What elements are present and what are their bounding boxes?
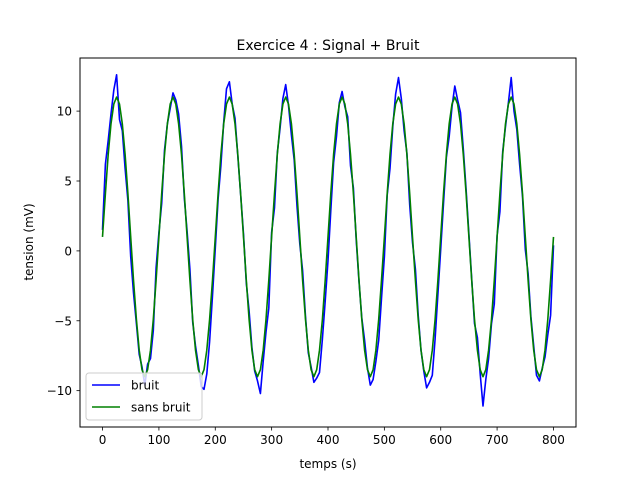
- plot-area: [101, 74, 555, 407]
- chart-title: Exercice 4 : Signal + Bruit: [237, 38, 420, 54]
- x-tick-label: 0: [99, 433, 107, 447]
- y-tick-label: −5: [54, 314, 72, 328]
- series-line-sans-bruit: [101, 96, 555, 378]
- y-axis: −10 −5 0 5 10: [47, 105, 80, 398]
- series-line-bruit: [101, 74, 555, 407]
- legend: bruit sans bruit: [85, 372, 203, 421]
- y-tick-label: 10: [57, 105, 72, 119]
- x-tick-label: 300: [260, 433, 283, 447]
- y-tick-label: 0: [64, 244, 72, 258]
- x-tick-label: 500: [373, 433, 396, 447]
- x-tick-label: 200: [204, 433, 227, 447]
- x-tick-label: 400: [317, 433, 340, 447]
- legend-label-bruit: bruit: [131, 379, 159, 393]
- x-tick-label: 600: [429, 433, 452, 447]
- x-tick-label: 100: [147, 433, 170, 447]
- x-tick-label: 700: [486, 433, 509, 447]
- x-axis: 0 100 200 300 400 500 600 700 800: [99, 427, 565, 447]
- legend-label-sans-bruit: sans bruit: [131, 401, 191, 415]
- y-tick-label: −10: [47, 384, 72, 398]
- y-axis-label: tension (mV): [22, 203, 36, 280]
- x-tick-label: 800: [542, 433, 565, 447]
- y-tick-label: 5: [64, 175, 72, 189]
- x-axis-label: temps (s): [299, 457, 356, 471]
